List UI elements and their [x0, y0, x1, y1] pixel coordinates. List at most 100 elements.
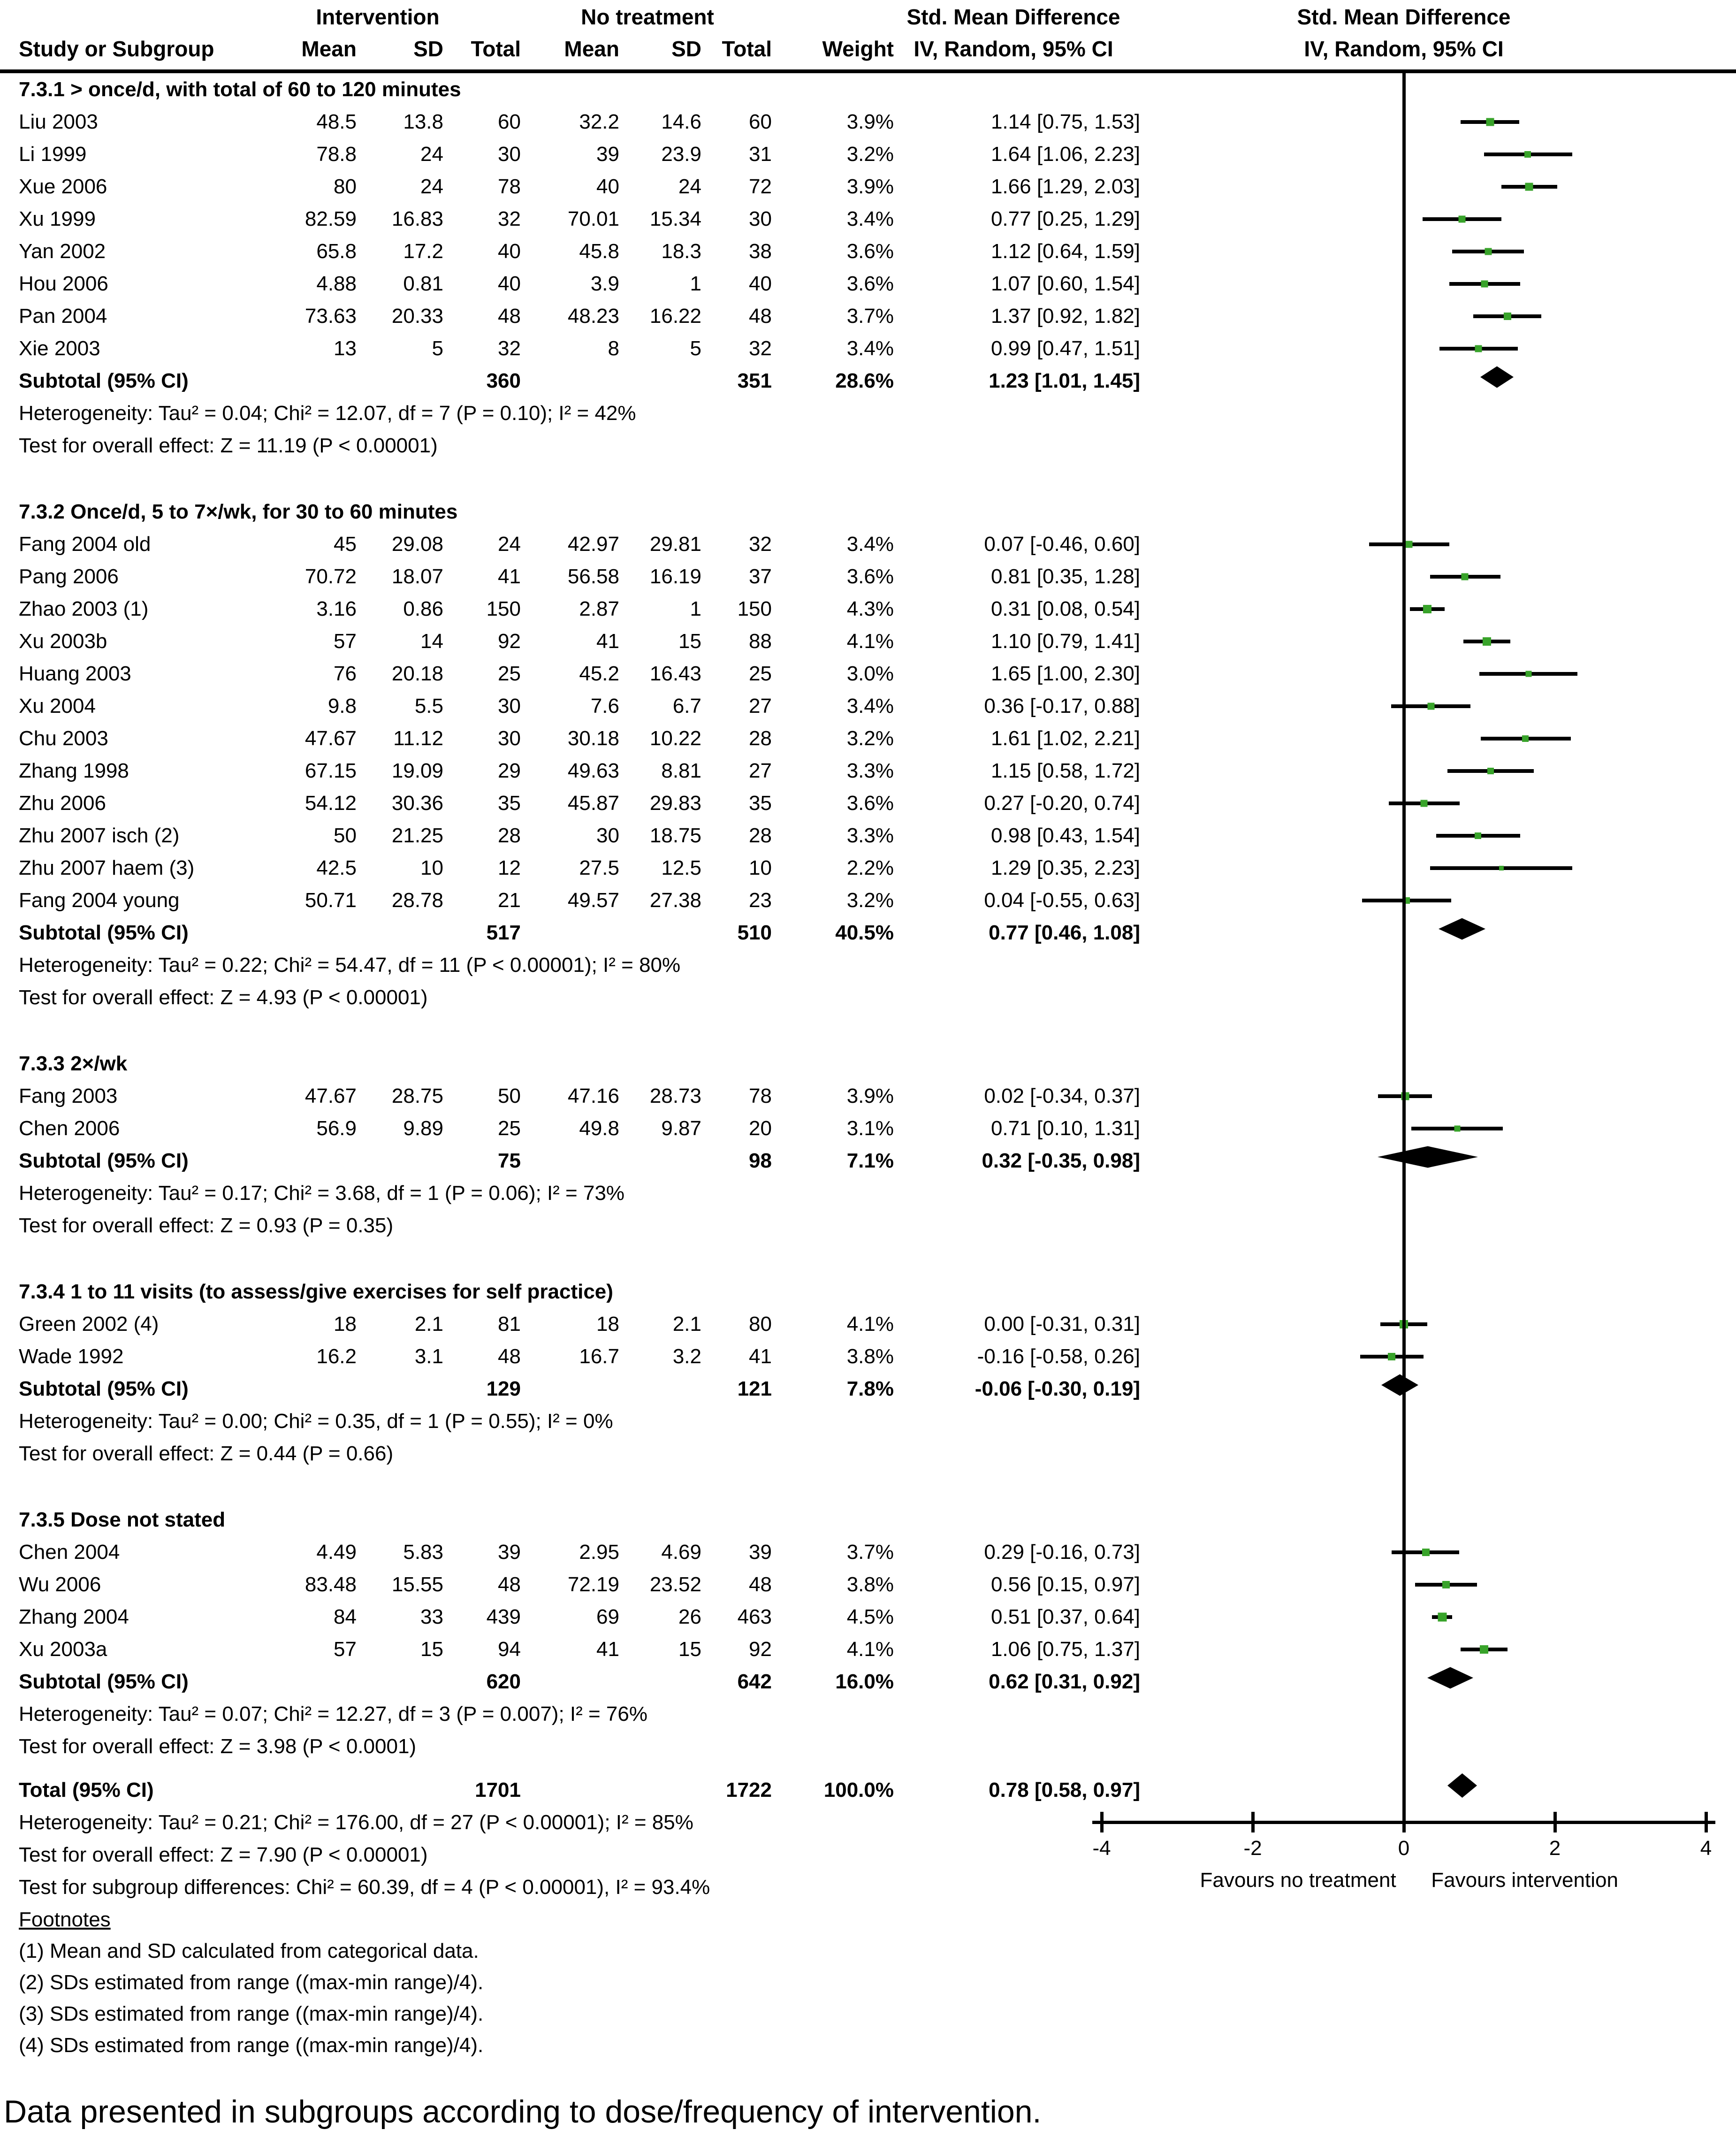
intervention-mean: 50.71: [305, 889, 357, 912]
subtotal-label: Subtotal (95% CI): [19, 1377, 189, 1400]
section-spacer: [0, 462, 1736, 496]
study-name: Xie 2003: [19, 337, 100, 360]
no-treatment-total: 28: [749, 824, 772, 847]
study-row: Fang 2004 old 45 29.08 24 42.97 29.81 32 3.4% 0.…: [0, 528, 1736, 560]
heterogeneity-text: Heterogeneity: Tau² = 0.21; Chi² = 176.0…: [19, 1811, 693, 1834]
ci-text: 1.64 [1.06, 2.23]: [990, 143, 1140, 166]
intervention-total: 78: [498, 175, 521, 198]
group-header-intervention: Intervention: [316, 5, 440, 29]
effect-square: [1483, 637, 1492, 646]
no-treatment-total: 32: [749, 533, 772, 556]
weight-value: 3.6%: [846, 240, 894, 263]
weight-value: 4.3%: [846, 597, 894, 620]
effect-square: [1487, 767, 1494, 774]
effect-square: [1524, 151, 1531, 158]
group-header-smd-plot: Std. Mean Difference: [1297, 5, 1511, 29]
intervention-total: 41: [498, 565, 521, 588]
study-name: Xu 1999: [19, 207, 96, 230]
intervention-total: 129: [486, 1377, 521, 1400]
intervention-sd: 9.89: [403, 1117, 443, 1140]
no-treatment-mean: 49.63: [567, 759, 619, 782]
no-treatment-mean: 7.6: [590, 695, 619, 718]
no-treatment-sd: 15: [678, 1638, 701, 1661]
intervention-sd: 24: [420, 143, 443, 166]
section-title: 7.3.5 Dose not stated: [19, 1508, 226, 1531]
study-name: Wu 2006: [19, 1573, 101, 1596]
col-header-mean1: Mean: [301, 37, 357, 61]
study-row: Fang 2003 47.67 28.75 50 47.16 28.73 78 3.9% 0.0…: [0, 1080, 1736, 1112]
weight-value: 16.0%: [835, 1670, 894, 1693]
intervention-sd: 28.78: [391, 889, 443, 912]
intervention-mean: 57: [334, 1638, 357, 1661]
ci-text: 0.98 [0.43, 1.54]: [990, 824, 1140, 847]
subtotal-diamond: [1377, 1145, 1478, 1177]
effect-square: [1525, 671, 1532, 677]
plot-cell: [1093, 657, 1736, 690]
study-name: Pang 2006: [19, 565, 119, 588]
study-name: Pan 2004: [19, 305, 107, 328]
no-treatment-mean: 27.5: [579, 856, 619, 879]
ci-text: 0.71 [0.10, 1.31]: [990, 1117, 1140, 1140]
no-treatment-total: 48: [749, 1573, 772, 1596]
overall-effect-row: Test for overall effect: Z = 4.93 (P < 0…: [0, 981, 1736, 1014]
weight-value: 3.6%: [846, 792, 894, 815]
intervention-mean: 57: [334, 630, 357, 653]
no-treatment-mean: 18: [596, 1313, 619, 1336]
plot-cell: [1093, 852, 1736, 884]
no-treatment-mean: 32.2: [579, 110, 619, 133]
intervention-mean: 54.12: [305, 792, 357, 815]
no-treatment-mean: 72.19: [567, 1573, 619, 1596]
study-row: Yan 2002 65.8 17.2 40 45.8 18.3 38 3.6% 1.12 [0.…: [0, 235, 1736, 267]
overall-effect-text: Test for overall effect: Z = 11.19 (P < …: [19, 434, 438, 457]
heterogeneity-row: Heterogeneity: Tau² = 0.07; Chi² = 12.27…: [0, 1698, 1736, 1730]
weight-value: 3.4%: [846, 533, 894, 556]
intervention-sd: 0.81: [403, 272, 443, 295]
ci-text: 1.23 [1.01, 1.45]: [989, 369, 1140, 392]
intervention-sd: 15.55: [391, 1573, 443, 1596]
no-treatment-total: 39: [749, 1541, 772, 1564]
plot-cell: [1093, 170, 1736, 203]
intervention-total: 32: [498, 207, 521, 230]
intervention-mean: 47.67: [305, 1084, 357, 1107]
ci-text: 0.51 [0.37, 0.64]: [990, 1605, 1140, 1628]
overall-effect-text: Test for overall effect: Z = 7.90 (P < 0…: [19, 1843, 428, 1866]
subtotal-row: Subtotal (95% CI) 129 121 7.8% -0.06 [-0.30,…: [0, 1373, 1736, 1405]
intervention-mean: 4.88: [316, 272, 357, 295]
weight-value: 3.3%: [846, 824, 894, 847]
intervention-sd: 15: [420, 1638, 443, 1661]
overall-effect-text: Test for overall effect: Z = 0.44 (P = 0…: [19, 1442, 394, 1465]
col-header-study: Study or Subgroup: [19, 37, 214, 61]
intervention-total: 92: [498, 630, 521, 653]
intervention-sd: 20.18: [391, 662, 443, 685]
col-header-ci-plot: IV, Random, 95% CI: [1304, 37, 1504, 61]
effect-square: [1454, 1125, 1461, 1131]
weight-value: 3.6%: [846, 565, 894, 588]
overall-effect-row: Test for overall effect: Z = 11.19 (P < …: [0, 429, 1736, 462]
no-treatment-total: 80: [749, 1313, 772, 1336]
no-treatment-sd: 26: [678, 1605, 701, 1628]
no-treatment-sd: 12.5: [661, 856, 701, 879]
effect-square: [1388, 1352, 1396, 1360]
weight-value: 4.1%: [846, 1313, 894, 1336]
overall-effect-row: Test for overall effect: Z = 3.98 (P < 0…: [0, 1730, 1736, 1763]
intervention-total: 30: [498, 695, 521, 718]
heterogeneity-text: Heterogeneity: Tau² = 0.07; Chi² = 12.27…: [19, 1702, 647, 1725]
intervention-mean: 67.15: [305, 759, 357, 782]
no-treatment-mean: 16.7: [579, 1345, 619, 1368]
intervention-total: 30: [498, 143, 521, 166]
plot-cell: [1093, 1112, 1736, 1145]
intervention-mean: 4.49: [316, 1541, 357, 1564]
plot-cell: [1093, 1665, 1736, 1698]
no-treatment-mean: 56.58: [567, 565, 619, 588]
plot-cell: [1093, 1773, 1736, 1806]
no-treatment-total: 92: [749, 1638, 772, 1661]
intervention-mean: 80: [334, 175, 357, 198]
weight-value: 3.4%: [846, 207, 894, 230]
study-row: Xu 2003b 57 14 92 41 15 88 4.1% 1.10 [0.79, 1.41…: [0, 625, 1736, 657]
no-treatment-sd: 18.75: [649, 824, 701, 847]
plot-cell: [1093, 203, 1736, 235]
no-treatment-sd: 28.73: [649, 1084, 701, 1107]
ci-text: 1.15 [0.58, 1.72]: [990, 759, 1140, 782]
study-row: Wade 1992 16.2 3.1 48 16.7 3.2 41 3.8% -0.16 [-0…: [0, 1340, 1736, 1373]
ci-text: 0.77 [0.25, 1.29]: [990, 207, 1140, 230]
